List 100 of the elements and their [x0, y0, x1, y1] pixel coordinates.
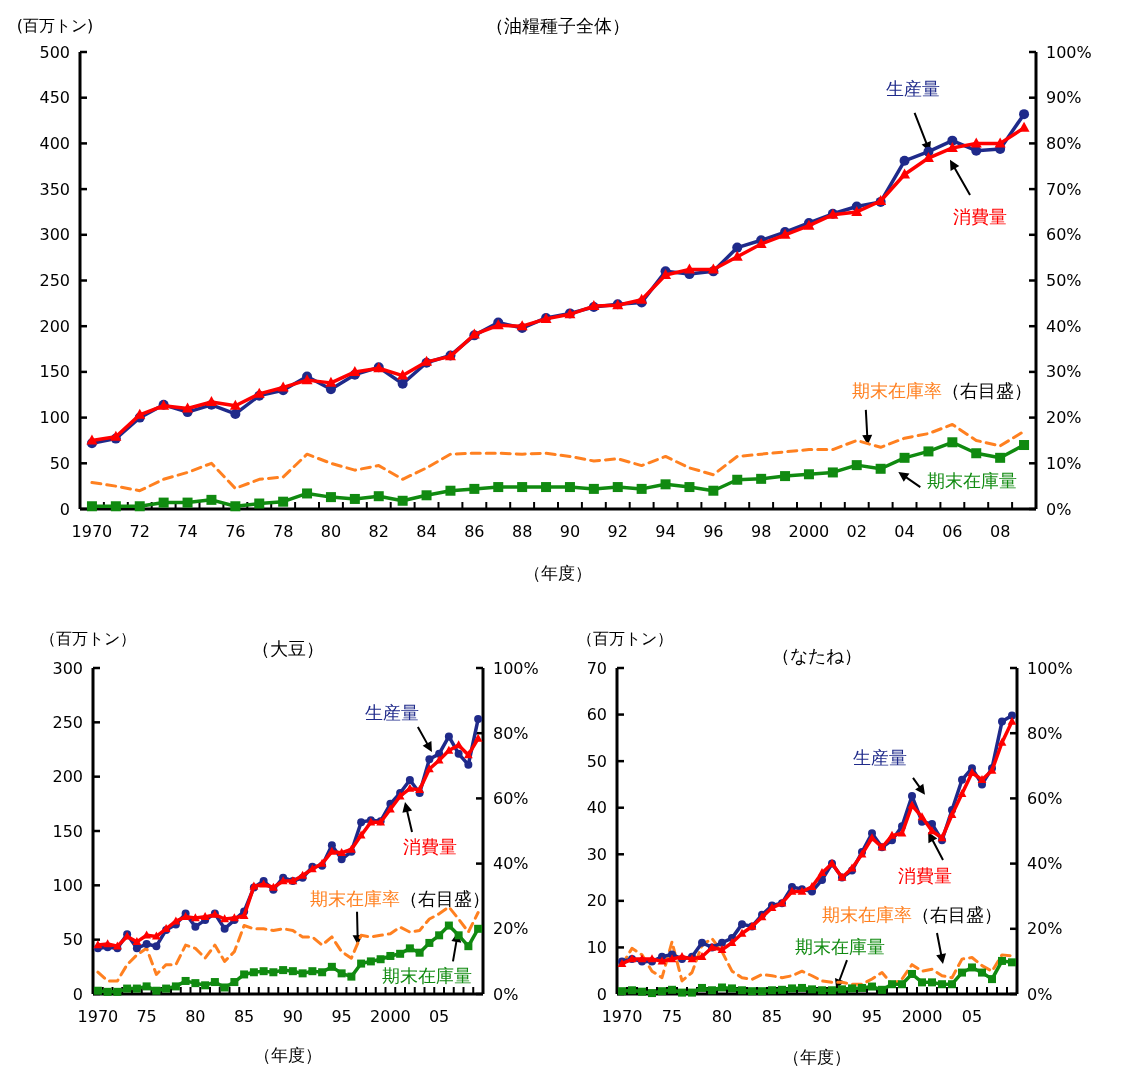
- text: 生産量: [885, 77, 940, 99]
- point: [977, 774, 987, 783]
- y2-tick-label: 100%: [1046, 42, 1092, 62]
- point: [868, 982, 876, 991]
- point: [517, 482, 528, 493]
- point: [788, 984, 796, 993]
- point: [738, 920, 746, 929]
- point: [337, 855, 346, 864]
- x-tick-label: 95: [861, 1006, 883, 1026]
- y-tick-label: 0: [59, 499, 70, 519]
- chart-title: （大豆）: [252, 637, 324, 659]
- point: [386, 951, 395, 960]
- x-tick-label: 02: [846, 521, 867, 541]
- x-tick-label: 72: [129, 521, 150, 541]
- point: [1019, 440, 1030, 451]
- point: [421, 490, 432, 501]
- y-axis-title: （百万トン）: [577, 628, 673, 648]
- y2-tick-label: 20%: [493, 919, 529, 939]
- point: [397, 378, 408, 389]
- point: [444, 732, 453, 741]
- y2-tick-label: 60%: [1027, 788, 1063, 808]
- series-label: 期末在庫量: [795, 935, 886, 957]
- x-tick-label: 80: [320, 521, 342, 541]
- y2-tick-label: 20%: [1046, 408, 1082, 428]
- y-tick-label: 100: [39, 408, 70, 428]
- point: [917, 812, 927, 821]
- point: [718, 983, 726, 992]
- x-tick-label: 88: [511, 521, 533, 541]
- series-label: 期末在庫率: [852, 379, 943, 401]
- point: [657, 956, 667, 965]
- x-tick-label: 05: [428, 1006, 450, 1026]
- x-tick-label: 1970: [601, 1006, 643, 1026]
- point: [249, 968, 258, 977]
- point: [867, 833, 877, 842]
- point: [998, 717, 1006, 726]
- y-tick-label: 400: [39, 133, 70, 153]
- point: [373, 491, 384, 502]
- point: [899, 168, 911, 179]
- text: 消費量: [952, 205, 1007, 227]
- point: [152, 942, 161, 951]
- point: [337, 969, 346, 978]
- x-tick-label: 84: [416, 521, 437, 541]
- point: [1007, 716, 1017, 725]
- y2-tick-label: 100%: [493, 658, 539, 678]
- point: [748, 987, 756, 996]
- point: [181, 976, 190, 985]
- series-label: 期末在庫量: [926, 469, 1017, 491]
- point: [190, 913, 200, 922]
- y-tick-label: 250: [39, 271, 70, 290]
- point: [182, 497, 193, 508]
- x-tick-label: 05: [961, 1006, 983, 1026]
- x-tick-label: 1970: [77, 1006, 119, 1026]
- point: [756, 473, 767, 484]
- point: [229, 399, 241, 410]
- x-tick-label: 85: [233, 1006, 255, 1026]
- point: [318, 968, 327, 977]
- point: [132, 984, 141, 993]
- point: [758, 987, 766, 996]
- point: [957, 788, 967, 797]
- point: [445, 485, 456, 496]
- point: [349, 365, 361, 376]
- point: [327, 962, 336, 971]
- point: [828, 986, 836, 995]
- point: [997, 737, 1007, 746]
- point: [778, 985, 786, 994]
- point: [444, 921, 453, 930]
- point: [718, 938, 726, 947]
- point: [838, 985, 846, 994]
- point: [907, 800, 917, 809]
- point: [288, 967, 297, 976]
- point: [424, 764, 434, 773]
- y2-tick-label: 80%: [1046, 133, 1082, 153]
- point: [171, 982, 180, 991]
- point: [220, 983, 229, 992]
- y-tick-label: 30: [586, 844, 607, 864]
- x-axis-title: （年度）: [524, 563, 592, 583]
- y-tick-label: 200: [39, 316, 70, 336]
- y2-tick-label: 100%: [1027, 658, 1073, 678]
- point: [897, 828, 907, 837]
- point: [678, 988, 686, 997]
- x-axis-title: （年度）: [254, 1045, 322, 1065]
- y-tick-label: 40: [586, 798, 607, 818]
- y-tick-label: 300: [52, 658, 83, 678]
- point: [958, 775, 966, 784]
- point: [142, 940, 151, 949]
- point: [302, 488, 313, 499]
- point: [434, 755, 444, 764]
- point: [588, 483, 599, 494]
- y-tick-label: 200: [52, 767, 83, 787]
- x-tick-label: 86: [464, 521, 485, 541]
- y2-tick-label: 40%: [1027, 854, 1063, 874]
- point: [201, 981, 210, 990]
- point: [151, 931, 161, 940]
- point: [780, 471, 791, 482]
- point: [454, 931, 463, 940]
- x-tick-label: 96: [703, 521, 724, 541]
- point: [405, 783, 415, 792]
- point: [971, 448, 982, 459]
- y-tick-label: 70: [586, 658, 607, 678]
- point: [946, 141, 958, 152]
